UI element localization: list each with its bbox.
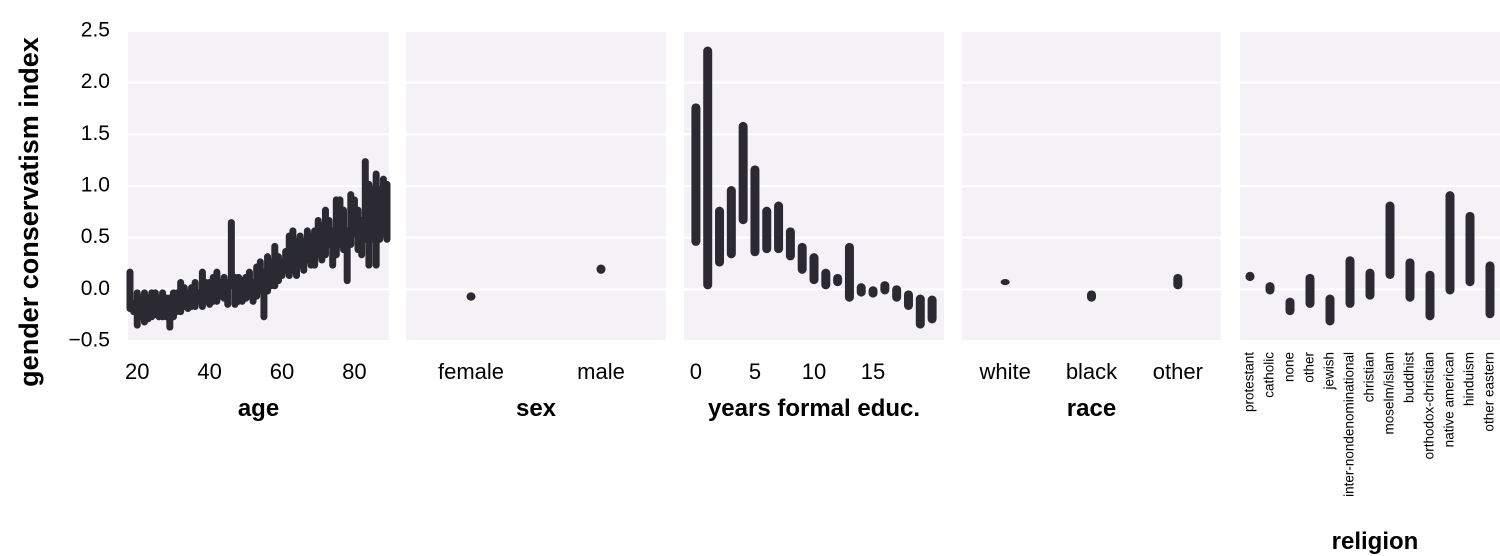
x-tick-label: 20 <box>125 359 149 384</box>
range-bar <box>821 268 831 290</box>
x-tick-label: 40 <box>197 359 221 384</box>
range-bar <box>1365 268 1375 300</box>
range-bar <box>833 273 843 287</box>
x-tick-label: orthodox-christian <box>1422 352 1437 459</box>
range-bar <box>227 219 235 290</box>
y-axis-title: gender conservatism index <box>14 37 44 387</box>
panel-race: white black other race <box>962 30 1221 422</box>
x-tick-label: black <box>1066 359 1118 384</box>
range-bar <box>691 103 701 246</box>
range-bar <box>856 283 866 297</box>
range-bar <box>715 206 725 267</box>
range-bar <box>1485 261 1495 319</box>
panel-education: 0 5 10 15 years formal educ. <box>684 30 944 422</box>
x-tick-label: other <box>1153 359 1203 384</box>
x-tick-label: female <box>438 359 504 384</box>
range-bar <box>903 290 913 310</box>
range-bar <box>383 180 391 243</box>
x-tick-label: catholic <box>1262 352 1277 398</box>
x-axis-title: age <box>238 395 279 422</box>
range-bar <box>868 286 878 298</box>
range-bar <box>1285 297 1295 316</box>
range-bar <box>927 295 937 324</box>
range-bar <box>1445 191 1455 295</box>
range-bar <box>762 206 772 254</box>
x-tick-label: buddhist <box>1402 352 1417 403</box>
range-bar <box>915 294 925 329</box>
range-bar <box>1245 271 1255 282</box>
range-bar <box>809 253 819 285</box>
x-axis-title: race <box>1067 395 1116 422</box>
x-axis-title: religion <box>1332 528 1419 555</box>
y-tick-label: 0.0 <box>81 277 110 300</box>
x-tick-label: inter-nondenominational <box>1342 352 1357 497</box>
y-tick-labels: 2.5 2.0 1.5 1.0 0.5 0.0 −0.5 <box>69 19 110 352</box>
range-bar <box>785 227 795 261</box>
range-bar <box>880 281 890 295</box>
range-bar <box>596 264 606 274</box>
x-tick-label: 0 <box>690 359 702 384</box>
x-tick-label: jewish <box>1322 352 1337 391</box>
x-tick-label: other <box>1302 352 1317 383</box>
x-tick-label: 80 <box>342 359 366 384</box>
range-bar <box>1305 273 1315 308</box>
range-bar <box>1345 256 1355 308</box>
range-bar <box>1087 290 1096 302</box>
range-bar <box>797 242 807 274</box>
x-tick-label: protestant <box>1242 352 1257 412</box>
range-bar <box>738 121 748 225</box>
y-tick-label: 2.5 <box>81 19 110 42</box>
range-bar <box>1000 279 1010 286</box>
panel-age: 20 40 60 80 age <box>125 30 391 422</box>
range-bar <box>1173 273 1183 290</box>
range-bar <box>466 292 476 301</box>
x-tick-label: white <box>978 359 1030 384</box>
x-tick-label: moselm/islam <box>1382 352 1397 435</box>
x-tick-label: male <box>577 359 625 384</box>
panel-religion: protestant catholic none other jewish inter-n… <box>1240 30 1500 555</box>
x-tick-label: christian <box>1362 352 1377 402</box>
range-bar <box>1325 294 1335 326</box>
y-tick-label: 0.5 <box>81 225 110 248</box>
x-tick-label: native american <box>1442 352 1457 447</box>
y-tick-label: −0.5 <box>69 329 110 352</box>
range-bar <box>1465 211 1475 287</box>
range-bar <box>1385 201 1395 279</box>
x-tick-label: other eastern <box>1482 352 1497 432</box>
range-bar <box>774 201 784 254</box>
x-axis-title: years formal educ. <box>708 395 920 422</box>
range-bar <box>750 165 760 257</box>
x-tick-label: hinduism <box>1462 352 1477 406</box>
range-bar <box>844 242 854 302</box>
x-tick-label: 15 <box>861 359 885 384</box>
y-tick-label: 2.0 <box>81 70 110 93</box>
x-tick-label: 60 <box>270 359 294 384</box>
y-tick-label: 1.5 <box>81 122 110 145</box>
range-bar <box>1265 282 1275 295</box>
x-tick-label: none <box>1282 352 1297 382</box>
x-tick-label: 10 <box>802 359 826 384</box>
range-bar <box>1425 270 1435 321</box>
range-bar <box>703 46 713 290</box>
range-bar <box>726 186 736 259</box>
range-bar <box>1405 258 1415 302</box>
range-bar <box>892 285 902 302</box>
x-axis-title: sex <box>516 395 557 422</box>
x-tick-label: 5 <box>749 359 761 384</box>
y-tick-label: 1.0 <box>81 174 110 197</box>
